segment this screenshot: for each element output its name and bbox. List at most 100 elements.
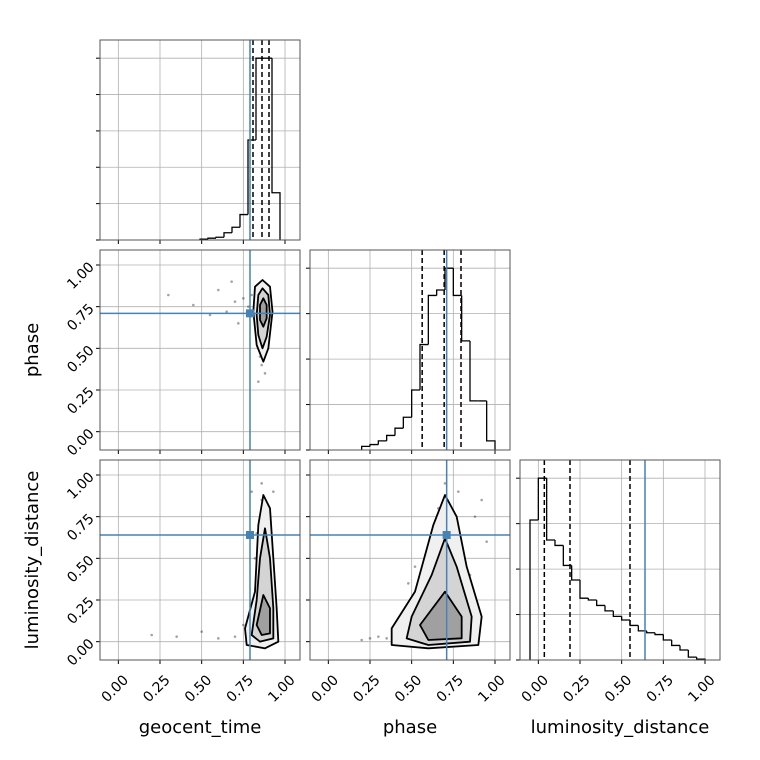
panel-content	[310, 250, 510, 450]
x-tick-label: 0.50	[602, 672, 635, 705]
histogram-bar	[369, 443, 379, 447]
x-tick-label: 1.00	[475, 672, 508, 705]
contour	[419, 590, 463, 641]
y-tick-label: 0.50	[64, 343, 97, 376]
histogram-bar	[452, 268, 462, 297]
histogram-bar	[621, 616, 630, 621]
x-tick-label: 1.00	[265, 672, 298, 705]
panel	[100, 250, 300, 450]
sample-point	[272, 490, 275, 493]
histogram-bar	[215, 236, 224, 239]
histogram-bar	[662, 634, 672, 641]
panel-content	[310, 460, 510, 660]
y-tick-label: 0.75	[64, 511, 97, 544]
x-tick-label: 0.00	[99, 672, 132, 705]
x-tick-label: 0.50	[392, 672, 425, 705]
sample-point	[377, 635, 380, 638]
sample-point	[237, 322, 240, 325]
x-axis-label: geocent_time	[139, 717, 262, 738]
histogram-bar	[604, 605, 614, 612]
sample-point	[230, 280, 233, 283]
sample-point	[443, 482, 447, 485]
histogram-bar	[486, 400, 496, 450]
histogram-bar	[571, 565, 580, 581]
sample-point	[150, 633, 153, 637]
histogram-bar	[402, 416, 412, 429]
sample-point	[200, 630, 203, 633]
x-tick-label: 0.75	[224, 672, 257, 705]
y-tick-label: 1.00	[64, 469, 97, 502]
histogram-bar	[436, 289, 445, 296]
panel-frame	[309, 459, 511, 661]
histogram-bar	[394, 427, 404, 436]
histogram-bar	[419, 343, 429, 390]
histogram-bar	[427, 294, 437, 345]
histogram-bar	[223, 232, 232, 238]
truth-marker	[442, 531, 451, 539]
panel-frame	[99, 459, 301, 661]
sample-point	[263, 372, 267, 375]
x-tick-label: 0.00	[309, 672, 342, 705]
y-tick-label: 0.25	[64, 594, 97, 627]
histogram-bar	[687, 650, 697, 658]
contour	[255, 594, 271, 636]
sample-point	[217, 637, 220, 640]
histogram-bar	[386, 434, 395, 441]
histogram-bar	[654, 632, 664, 636]
sample-point	[368, 637, 372, 640]
panel-content	[100, 250, 300, 450]
sample-point	[407, 582, 410, 585]
panel-frame	[99, 249, 301, 451]
panel-content	[100, 460, 300, 660]
y-tick-label: 0.25	[64, 384, 97, 417]
panel	[310, 250, 510, 450]
sample-point	[253, 557, 257, 560]
histogram-bar	[469, 340, 479, 402]
histogram-bar	[411, 389, 420, 418]
histogram-bar	[679, 645, 689, 651]
panel-content	[520, 460, 720, 660]
histogram-bar	[546, 478, 555, 541]
sample-point	[473, 515, 477, 518]
y-tick-label: 0.00	[64, 636, 97, 669]
x-tick-label: 0.25	[560, 672, 593, 705]
histogram-bar	[587, 598, 597, 601]
truth-marker	[246, 531, 254, 539]
y-axis-label: luminosity_distance	[22, 471, 43, 650]
sample-point	[480, 498, 483, 502]
histogram-bar	[637, 625, 647, 632]
histogram-bar	[271, 58, 281, 240]
sample-point	[485, 540, 488, 543]
sample-point	[167, 293, 170, 297]
histogram-bar	[554, 540, 564, 547]
histogram-bar	[646, 630, 655, 634]
histogram-bar	[671, 640, 680, 647]
sample-point	[175, 635, 178, 638]
sample-point	[233, 300, 237, 303]
histogram-bar	[231, 226, 240, 233]
sample-point	[385, 637, 388, 640]
sample-point	[208, 313, 212, 317]
sample-point	[217, 288, 220, 292]
sample-point	[250, 490, 253, 493]
histogram-bar	[207, 237, 216, 240]
histogram-bar	[377, 440, 387, 445]
sample-point	[413, 565, 417, 568]
histogram-bar	[444, 267, 454, 290]
histogram-bar	[562, 545, 572, 567]
sample-point	[457, 490, 460, 493]
histogram-bar	[529, 519, 539, 660]
histogram-bar	[596, 600, 605, 607]
sample-point	[260, 482, 263, 485]
panel	[520, 460, 720, 660]
panel-content	[100, 40, 300, 240]
sample-point	[250, 293, 253, 297]
panel-frame	[99, 39, 301, 241]
sample-point	[260, 363, 263, 367]
x-tick-label: 0.75	[434, 672, 467, 705]
histogram-bar	[361, 445, 370, 450]
y-tick-label: 0.50	[64, 553, 97, 586]
histogram-bar	[579, 580, 589, 599]
sample-point	[192, 303, 195, 307]
